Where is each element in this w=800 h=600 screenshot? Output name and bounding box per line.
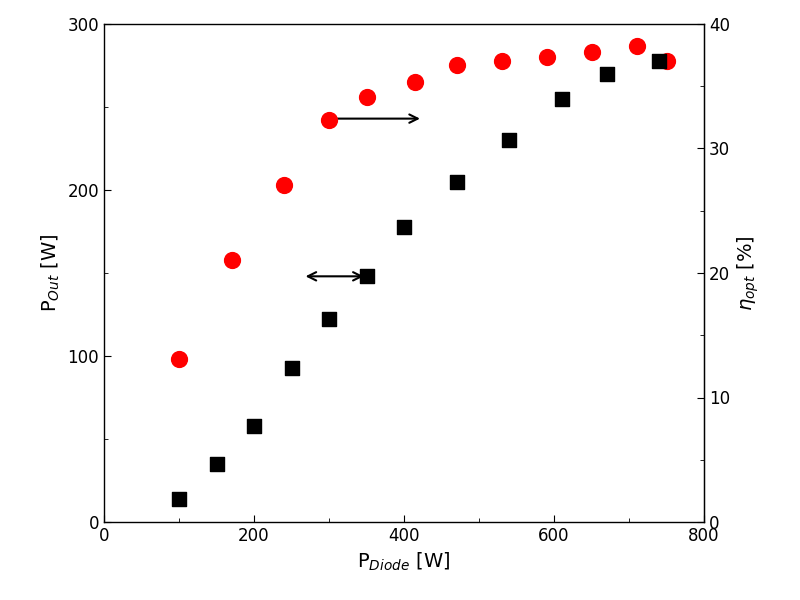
Point <box>450 177 463 187</box>
Y-axis label: $\eta_{opt}$ [%]: $\eta_{opt}$ [%] <box>735 235 761 311</box>
Point <box>322 115 335 125</box>
Point <box>248 421 261 431</box>
Point <box>660 56 673 65</box>
Point <box>555 94 568 103</box>
Y-axis label: P$_{Out}$ [W]: P$_{Out}$ [W] <box>40 234 62 312</box>
X-axis label: P$_{Diode}$ [W]: P$_{Diode}$ [W] <box>358 550 450 573</box>
Point <box>495 56 508 65</box>
Point <box>285 363 298 373</box>
Point <box>630 41 643 50</box>
Point <box>278 180 290 190</box>
Point <box>450 61 463 70</box>
Point <box>585 47 598 57</box>
Point <box>398 222 410 232</box>
Point <box>322 314 335 324</box>
Point <box>540 52 553 62</box>
Point <box>173 494 186 503</box>
Point <box>600 69 613 79</box>
Point <box>210 459 223 469</box>
Point <box>360 92 373 102</box>
Point <box>225 255 238 265</box>
Point <box>502 136 515 145</box>
Point <box>409 77 422 87</box>
Point <box>360 272 373 281</box>
Point <box>653 56 666 65</box>
Point <box>173 355 186 364</box>
